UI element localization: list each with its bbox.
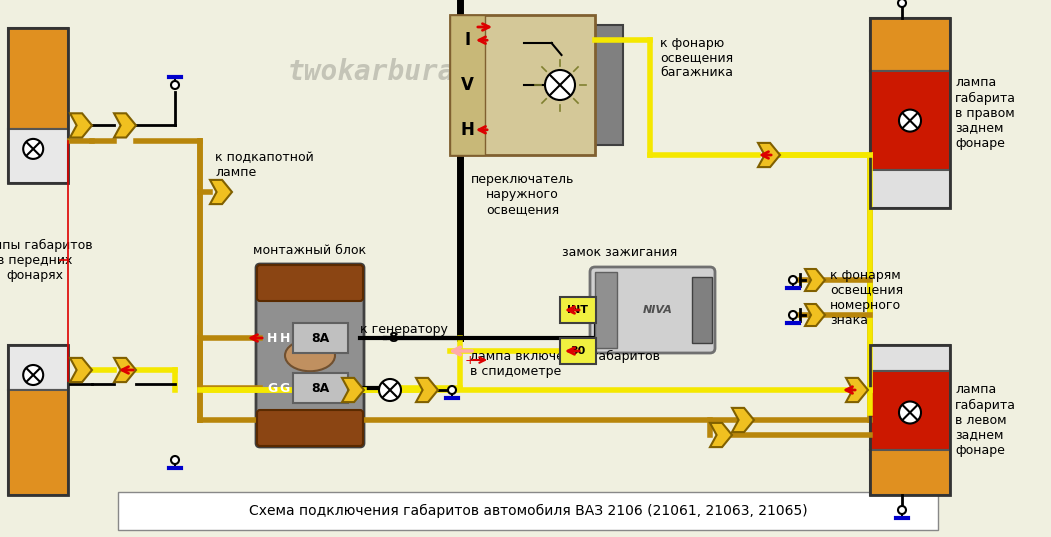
- Bar: [8, 28, 68, 129]
- Bar: [450, 15, 485, 155]
- Text: 8A: 8A: [311, 331, 330, 345]
- Bar: [595, 25, 623, 145]
- Bar: [870, 345, 950, 495]
- Bar: [595, 272, 617, 348]
- Text: H: H: [267, 331, 277, 345]
- Text: INT: INT: [568, 305, 589, 315]
- Bar: [8, 390, 68, 495]
- Bar: [870, 18, 950, 208]
- Bar: [293, 373, 348, 403]
- Bar: [8, 129, 68, 183]
- Bar: [118, 492, 937, 530]
- Text: twokarburators.ru: twokarburators.ru: [288, 58, 573, 86]
- Polygon shape: [710, 423, 731, 447]
- Circle shape: [448, 386, 456, 394]
- Polygon shape: [805, 269, 825, 291]
- Text: к генератору: к генератору: [360, 323, 448, 336]
- Circle shape: [545, 70, 575, 100]
- Circle shape: [379, 379, 401, 401]
- Bar: [692, 277, 712, 343]
- Circle shape: [171, 81, 179, 89]
- Bar: [870, 71, 950, 170]
- Text: 8A: 8A: [311, 381, 330, 395]
- Bar: [293, 323, 348, 353]
- Text: к фонарю
освещения
багажника: к фонарю освещения багажника: [660, 37, 734, 79]
- Bar: [8, 345, 68, 495]
- Text: к фонарям
освещения
номерного
знака: к фонарям освещения номерного знака: [830, 268, 903, 326]
- Circle shape: [898, 0, 906, 7]
- Circle shape: [899, 110, 921, 132]
- Text: 30: 30: [571, 346, 585, 356]
- Circle shape: [23, 365, 43, 385]
- Text: к подкапотной
лампе: к подкапотной лампе: [215, 151, 314, 179]
- FancyBboxPatch shape: [257, 265, 363, 301]
- Circle shape: [789, 311, 797, 319]
- Bar: [870, 450, 950, 495]
- Text: 8: 8: [388, 331, 397, 345]
- Bar: [8, 345, 68, 390]
- Bar: [560, 297, 596, 323]
- Text: G: G: [267, 381, 277, 395]
- Text: H: H: [280, 331, 290, 345]
- Polygon shape: [114, 113, 136, 137]
- Text: лампы габаритов
в передних
фонарях: лампы габаритов в передних фонарях: [0, 238, 92, 281]
- Polygon shape: [210, 180, 232, 204]
- Text: 7: 7: [388, 381, 397, 395]
- Circle shape: [23, 139, 43, 159]
- Text: NIVA: NIVA: [642, 305, 673, 315]
- Text: G: G: [280, 381, 290, 395]
- Polygon shape: [758, 143, 780, 167]
- Polygon shape: [342, 378, 364, 402]
- Bar: [560, 338, 596, 364]
- FancyBboxPatch shape: [590, 267, 715, 353]
- Text: V: V: [461, 76, 474, 94]
- Text: замок зажигания: замок зажигания: [562, 245, 678, 258]
- Polygon shape: [70, 113, 92, 137]
- Text: лампа
габарита
в левом
заднем
фонаре: лампа габарита в левом заднем фонаре: [955, 383, 1016, 456]
- Bar: [870, 170, 950, 208]
- Text: монтажный блок: монтажный блок: [253, 243, 367, 257]
- Text: лампа включения габаритов
в спидометре: лампа включения габаритов в спидометре: [470, 350, 660, 378]
- Circle shape: [171, 456, 179, 464]
- Circle shape: [899, 402, 921, 424]
- Bar: [450, 15, 595, 155]
- Text: переключатель
наружного
освещения: переключатель наружного освещения: [471, 173, 574, 216]
- Text: Схема подключения габаритов автомобиля ВАЗ 2106 (21061, 21063, 21065): Схема подключения габаритов автомобиля В…: [249, 504, 807, 518]
- Bar: [870, 18, 950, 71]
- FancyBboxPatch shape: [257, 410, 363, 446]
- Bar: [870, 345, 950, 371]
- Polygon shape: [114, 358, 136, 382]
- Polygon shape: [731, 408, 754, 432]
- Bar: [870, 371, 950, 450]
- Ellipse shape: [285, 340, 335, 371]
- Text: +: +: [465, 353, 475, 366]
- Polygon shape: [846, 378, 868, 402]
- Text: I: I: [465, 31, 471, 49]
- Text: лампа
габарита
в правом
заднем
фонаре: лампа габарита в правом заднем фонаре: [955, 76, 1016, 149]
- Polygon shape: [70, 358, 92, 382]
- Circle shape: [898, 506, 906, 514]
- Bar: [8, 28, 68, 183]
- Circle shape: [789, 276, 797, 284]
- Polygon shape: [416, 378, 438, 402]
- Text: H: H: [460, 121, 474, 139]
- FancyBboxPatch shape: [256, 264, 364, 447]
- Polygon shape: [805, 304, 825, 326]
